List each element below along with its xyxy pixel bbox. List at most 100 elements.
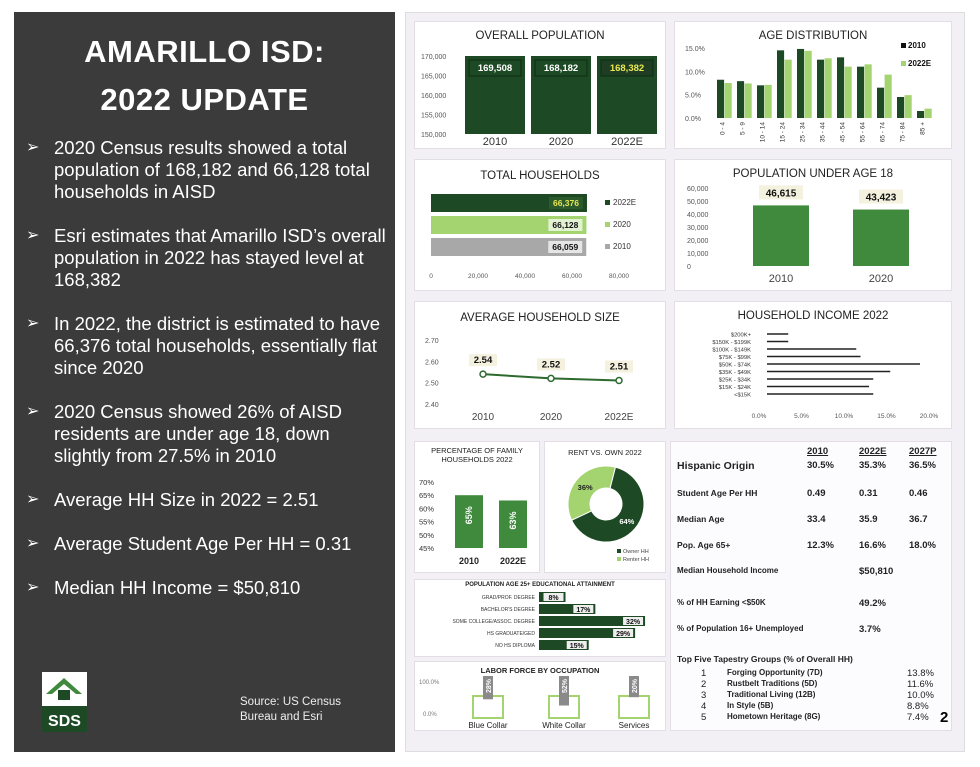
chart-title: POPULATION AGE 25+ EDUCATIONAL ATTAINMEN… [465,582,615,588]
donut-slice [567,465,617,521]
y-tick-label: 155,000 [421,113,446,120]
bar [629,676,639,698]
age-bar [877,87,885,118]
x-tick-label: 5.0% [794,413,809,420]
data-label: 169,508 [478,63,512,74]
family-households-chart: 70% 65% 60% 55% 50% 45% 65% 2010 63% 2022E [419,478,527,566]
data-label: 36% [578,483,593,492]
bullet-item: ➢ Average HH Size in 2022 = 2.51 [24,489,389,511]
cell-value: 3.7% [859,624,881,635]
legend-swatch [605,244,610,249]
x-tick-label: 10.0% [835,413,854,420]
x-tick-label: 65 - 74 [880,122,887,143]
data-label: 46,615 [766,188,797,199]
y-tick-label: 70% [419,478,434,487]
chart-title: HOUSEHOLD INCOME 2022 [737,310,889,322]
legend-label: Owner HH [623,549,649,555]
cell-value: 30.5% [807,460,834,471]
y-tick-label: 170,000 [421,54,446,61]
data-label: 15% [570,643,585,650]
legend-swatch [605,200,610,205]
cell-value: 12.3% [807,540,834,551]
y-tick-label: 5.0% [685,93,701,100]
x-tick-label: White Collar [542,721,586,730]
data-label: 66,128 [552,220,578,230]
row-label: Median Household Income [677,566,779,575]
family-households-panel: PERCENTAGE OF FAMILY HOUSEHOLDS 2022 70%… [414,441,540,573]
cell-value: 0.31 [859,488,878,499]
data-label: 63% [508,511,518,529]
overall-population-chart: 170,000 165,000 160,000 155,000 150,000 169,5… [421,54,657,148]
y-tick-label: $200K+ [731,333,752,339]
age-bar [824,58,832,118]
arrow-bullet-icon: ➢ [26,139,40,156]
tapestry-pct: 11.6% [907,679,934,690]
x-tick-label: 20,000 [468,273,488,280]
education-bar [539,616,646,626]
labor-force-panel: LABOR FORCE BY OCCUPATION 100.0% 0.0% 28% B… [414,661,666,731]
x-tick-label: 0 [429,273,433,280]
age-bar [744,83,752,118]
data-label: 2.52 [542,359,561,370]
rent-vs-own-panel: RENT VS. OWN 2022 64% 36% Owner HH Renter H… [544,441,666,573]
x-tick-label: 15 - 24 [780,122,787,143]
tapestry-rank: 3 [701,690,707,701]
y-tick-label: 20,000 [687,238,709,245]
bullet-text: Average Student Age Per HH = 0.31 [54,533,352,554]
tapestry-name: Hometown Heritage (8G) [727,712,821,721]
age-bar [777,50,785,118]
legend-label: Renter HH [623,557,649,563]
bullet-list: ➢ 2020 Census results showed a total popu… [24,137,389,621]
data-label: 28% [486,678,493,693]
legend-label: 2022E [613,198,636,207]
legend-label: 2020 [613,220,631,229]
y-tick-label: 160,000 [421,93,446,100]
x-tick-label: 2010 [483,136,507,148]
stats-table-panel: 2010 2022E 2027P Hispanic Origin 30.5% 35.3% 3… [670,441,952,731]
row-label: Hispanic Origin [677,460,755,472]
cell-value: 36.7 [909,514,928,525]
y-tick-label: 10.0% [685,69,705,76]
bullet-item: ➢ 2020 Census showed 26% of AISD resident… [24,401,389,467]
data-label-box [623,617,644,625]
tapestry-rank: 2 [701,679,707,690]
title-line-2: 2022 UPDATE [100,82,309,117]
bar [483,676,493,700]
x-tick-label: 45 - 54 [840,122,847,143]
x-tick-label: 25 - 34 [800,122,807,143]
bar [753,205,809,266]
column-header: 2027P [909,446,937,457]
age-bar [717,79,725,118]
column-header: 2010 [807,446,829,457]
x-tick-label: 10 - 14 [760,122,767,143]
cell-value: 36.5% [909,460,936,471]
bullet-text: In 2022, the district is estimated to ha… [54,313,380,378]
column-header: 2022E [859,446,887,457]
bar-frame [618,695,650,719]
tapestry-name: Traditional Living (12B) [727,690,816,699]
x-tick-label: 75 - 84 [900,122,907,143]
avg-household-size-chart: 2.70 2.60 2.50 2.40 2.54 2010 2.52 2020 2.51 2022… [425,338,634,423]
y-tick-label: $150K - $199K [712,340,751,346]
page-number: 2 [940,709,949,726]
tapestry-name: Forging Opportunity (7D) [727,668,823,677]
y-tick-label: 50% [419,531,434,540]
y-tick-label: $100K - $149K [712,348,751,354]
tapestry-pct: 13.8% [907,668,934,679]
bullet-text: Median HH Income = $50,810 [54,577,301,598]
x-tick-label: 2020 [540,412,563,423]
cell-value: 33.4 [807,514,826,525]
data-label: 168,382 [610,63,644,74]
data-label-box [573,605,594,613]
arrow-bullet-icon: ➢ [26,579,40,596]
bullet-text: Esri estimates that Amarillo ISD’s overa… [54,225,386,290]
x-tick-label: 2022E [611,136,643,148]
data-label-box [605,360,633,373]
arrow-bullet-icon: ➢ [26,227,40,244]
y-tick-label: 0 [687,264,691,271]
age-bar [884,74,892,118]
row-label: Student Age Per HH [677,488,758,498]
data-label: 66,059 [552,242,578,252]
y-tick-label: 65% [419,491,434,500]
